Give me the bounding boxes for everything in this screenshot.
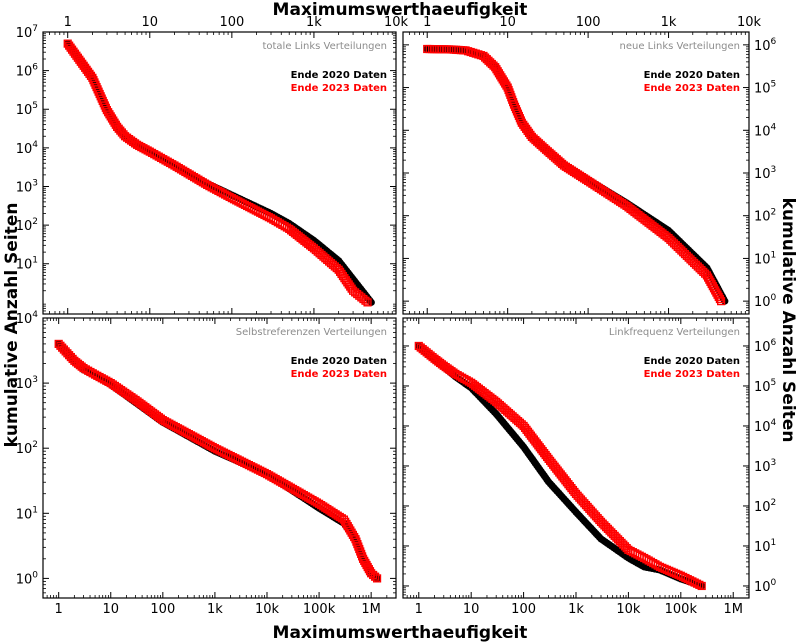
y-tick-label: 106 [754,37,777,54]
x-tick-label: 100 [511,602,536,617]
chart-panel-1: 1 10 100 1k 10k 101 102 103 104 105 106 107 totale L… [16,15,409,315]
y-tick-label: 102 [16,440,38,457]
x-tick-label: 10 [142,15,159,30]
y-tick-label: 104 [16,140,39,157]
data-point [695,580,704,589]
x-tick-label: 100 [576,15,601,30]
x-tick-label: 10 [499,15,516,30]
x-tick-label: 100 [219,15,244,30]
panel-title: Linkfrequenz Verteilungen [609,327,740,338]
y-tick-label: 105 [754,378,776,395]
x-tick-label: 1k [568,602,584,617]
x-tick-label: 10 [463,602,480,617]
x-tick-label: 1M [361,602,381,617]
x-tick-label: 100k [665,602,698,617]
x-tick-label: 10k [384,15,409,30]
panel-title: totale Links Verteilungen [262,41,387,52]
data-point [466,47,475,57]
data-point [715,294,725,304]
y-tick-label: 102 [754,498,776,515]
data-point [361,296,370,305]
y-tick-label: 103 [16,375,38,392]
x-axis-title-top: Maximumswerthaeufigkeit [273,0,528,20]
data-point [464,47,473,56]
x-tick-label: 1k [661,15,677,30]
chart-panel-3: 1 10 100 1k 10k 100k 1M 100 101 102 103 104 Selbstre… [16,310,397,617]
series-2023 [63,39,372,307]
y-tick-label: 104 [754,418,777,435]
legend-entry: Ende 2020 Daten [644,356,740,367]
y-axis-title-left: kumulative Anzahl Seiten [2,203,22,448]
x-tick-label: 10k [255,602,280,617]
legend-entry: Ende 2020 Daten [291,70,387,81]
data-point [335,512,344,522]
data-point [110,118,119,127]
x-tick-label: 1 [423,15,431,30]
y-tick-label: 104 [16,310,39,327]
data-point [471,49,480,58]
data-point [714,292,723,301]
y-tick-label: 103 [754,165,776,182]
data-point [364,565,373,574]
y-tick-label: 103 [16,178,38,195]
x-tick-label: 1k [207,602,223,617]
x-axis-title-bottom: Maximumswerthaeufigkeit [273,623,528,642]
series-2023 [414,341,706,591]
data-point [363,298,372,307]
legend-entry: Ende 2023 Daten [291,369,387,380]
x-tick-label: 10k [737,15,762,30]
data-point [717,297,726,306]
plot-frame [402,317,750,599]
legend-entry: Ende 2023 Daten [644,83,740,94]
panel-title: Selbstreferenzen Verteilungen [236,327,387,338]
y-tick-label: 104 [754,122,777,139]
chart-panel-4: 1 10 100 1k 10k 100k 1M 100 101 102 103 104 105 106 Li… [402,317,777,617]
x-tick-label: 1 [64,15,72,30]
y-tick-label: 100 [754,578,777,595]
y-tick-label: 101 [754,538,776,555]
y-tick-label: 106 [754,338,777,355]
y-axis-title-right: kumulative Anzahl Seiten [778,198,798,443]
y-tick-label: 102 [16,217,38,234]
data-point [692,579,702,588]
chart-panel-2: 1 10 100 1k 10k 100 101 102 103 104 105 106 neue Lin… [402,15,777,315]
x-tick-label: 100k [303,602,336,617]
y-tick-label: 105 [16,101,38,118]
data-point [371,572,380,581]
data-point [372,574,382,583]
series-2023 [423,44,726,306]
y-tick-label: 101 [16,256,38,273]
series-2023 [54,339,382,583]
legend-entry: Ende 2023 Daten [644,369,740,380]
y-tick-label: 100 [754,293,777,310]
data-point [697,581,706,591]
y-tick-label: 102 [754,208,776,225]
x-tick-label: 10k [616,602,641,617]
data-point [469,48,478,57]
y-tick-label: 105 [754,80,776,97]
plot-frame [42,317,397,599]
y-tick-label: 106 [16,63,39,80]
data-point [280,222,289,231]
data-point [461,46,470,55]
x-tick-label: 100 [150,602,175,617]
legend-entry: Ende 2020 Daten [291,356,387,367]
x-tick-label: 1 [415,602,423,617]
x-tick-label: 1k [306,15,322,30]
x-tick-label: 1M [723,602,743,617]
y-tick-label: 101 [754,250,776,267]
y-tick-label: 107 [16,24,38,41]
legend-entry: Ende 2023 Daten [291,83,387,94]
x-tick-label: 1 [55,602,63,617]
legend-entry: Ende 2020 Daten [644,70,740,81]
y-tick-label: 103 [754,458,776,475]
y-tick-label: 101 [16,505,38,522]
y-tick-label: 100 [16,570,39,587]
x-tick-label: 10 [102,602,119,617]
panel-title: neue Links Verteilungen [620,41,741,52]
